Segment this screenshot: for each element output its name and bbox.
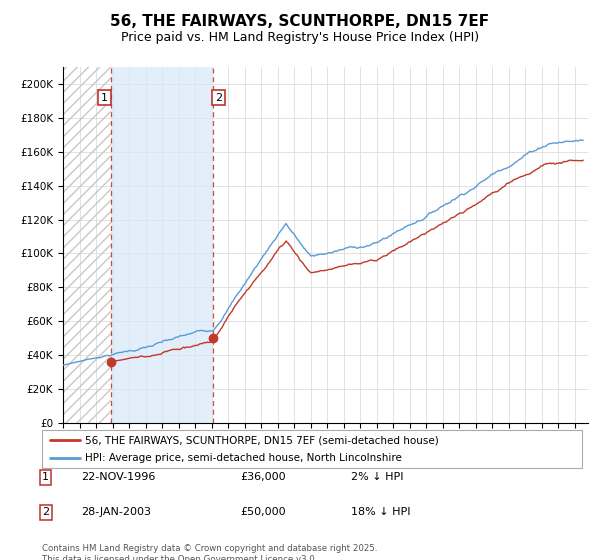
Text: 1: 1 (42, 472, 49, 482)
Bar (63, 67, 110, 423)
Text: 2: 2 (215, 92, 223, 102)
Text: £50,000: £50,000 (240, 507, 286, 517)
Text: 22-NOV-1996: 22-NOV-1996 (81, 472, 155, 482)
Text: 56, THE FAIRWAYS, SCUNTHORPE, DN15 7EF: 56, THE FAIRWAYS, SCUNTHORPE, DN15 7EF (110, 14, 490, 29)
Text: £36,000: £36,000 (240, 472, 286, 482)
Text: 56, THE FAIRWAYS, SCUNTHORPE, DN15 7EF (semi-detached house): 56, THE FAIRWAYS, SCUNTHORPE, DN15 7EF (… (85, 435, 439, 445)
Text: HPI: Average price, semi-detached house, North Lincolnshire: HPI: Average price, semi-detached house,… (85, 453, 402, 463)
Text: 28-JAN-2003: 28-JAN-2003 (81, 507, 151, 517)
Text: 2% ↓ HPI: 2% ↓ HPI (351, 472, 404, 482)
Bar (110, 67, 213, 423)
Text: 18% ↓ HPI: 18% ↓ HPI (351, 507, 410, 517)
Text: 2: 2 (42, 507, 49, 517)
Text: Contains HM Land Registry data © Crown copyright and database right 2025.
This d: Contains HM Land Registry data © Crown c… (42, 544, 377, 560)
Text: 1: 1 (101, 92, 108, 102)
Text: Price paid vs. HM Land Registry's House Price Index (HPI): Price paid vs. HM Land Registry's House … (121, 31, 479, 44)
FancyBboxPatch shape (42, 430, 582, 468)
